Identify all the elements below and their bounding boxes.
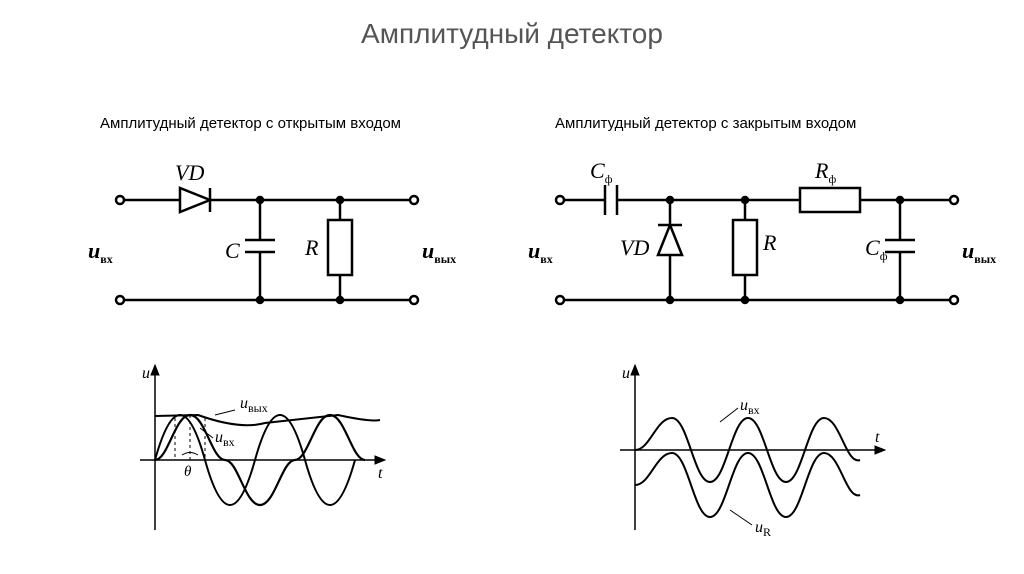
label-rf: Rф — [814, 158, 836, 186]
wave-uout: uвых — [240, 395, 268, 415]
label-uout-r: uвых — [962, 238, 996, 266]
wave-x-axis-r: t — [875, 429, 880, 446]
circuit-closed-input: Cф VD R Rф Cф uвх uвых — [520, 150, 1000, 355]
subtitle-left: Амплитудный детектор с открытым входом — [100, 115, 401, 132]
label-cin: Cф — [590, 158, 613, 186]
label-cout: Cф — [865, 235, 888, 263]
circuit-open-input: VD C R uвх uвых — [70, 150, 470, 355]
label-uin-r: uвх — [528, 238, 553, 266]
waveform-open-input: u t uвых uвх θ — [120, 360, 400, 555]
label-r-r: R — [762, 230, 777, 255]
label-r: R — [304, 235, 319, 260]
wave-x-axis: t — [378, 465, 383, 482]
label-c: C — [225, 238, 240, 263]
wave-y-axis-r: u — [622, 365, 630, 382]
wave-ur: uR — [755, 519, 771, 539]
page-title: Амплитудный детектор — [0, 0, 1024, 50]
wave-uin-r: uвх — [740, 397, 760, 417]
label-uout: uвых — [422, 238, 456, 266]
wave-uin: uвх — [215, 429, 235, 449]
label-uin: uвх — [88, 238, 113, 266]
waveform-closed-input: u t uвх uR — [600, 360, 900, 555]
wave-y-axis: u — [142, 365, 150, 382]
subtitle-right: Амплитудный детектор с закрытым входом — [555, 115, 856, 132]
wave-theta: θ — [184, 464, 192, 480]
label-vd: VD — [175, 160, 204, 185]
label-vd-r: VD — [620, 235, 649, 260]
